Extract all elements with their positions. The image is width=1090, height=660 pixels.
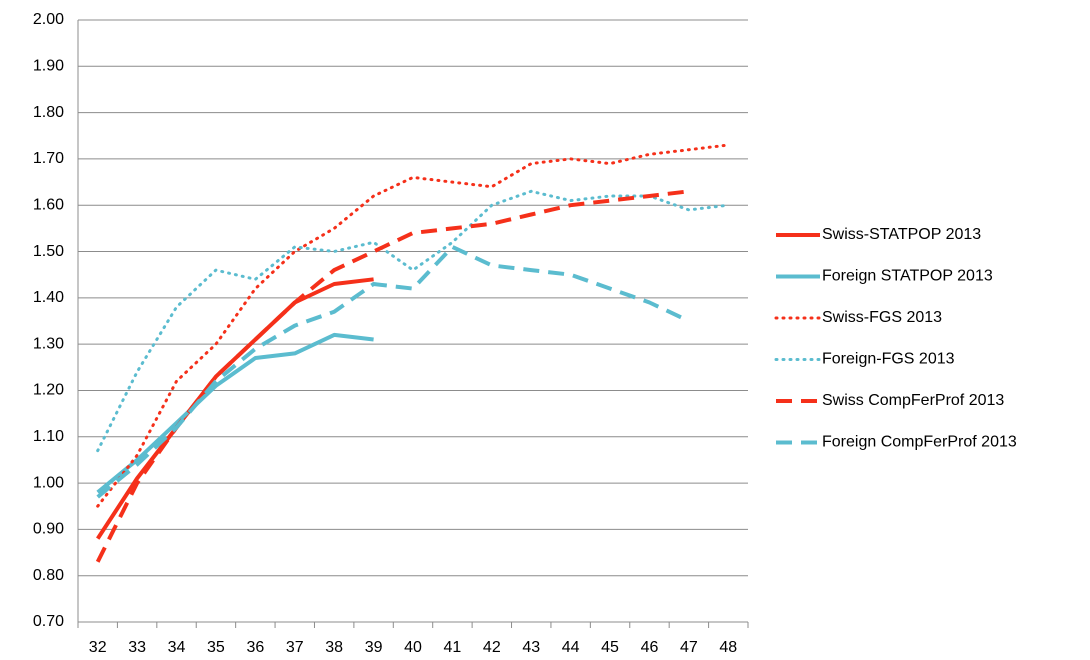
x-tick-label: 41: [444, 639, 462, 656]
legend-label: Swiss-STATPOP 2013: [822, 226, 981, 243]
y-tick-label: 1.00: [33, 474, 64, 491]
x-tick-label: 45: [601, 639, 619, 656]
y-tick-label: 0.70: [33, 613, 64, 630]
x-tick-label: 42: [483, 639, 501, 656]
x-tick-label: 32: [89, 639, 107, 656]
y-tick-label: 1.50: [33, 243, 64, 260]
series-line: [96, 244, 690, 499]
y-tick-label: 1.10: [33, 428, 64, 445]
series-line: [96, 143, 730, 508]
y-tick-label: 1.30: [33, 335, 64, 352]
y-tick-label: 1.20: [33, 382, 64, 399]
legend-label: Swiss-FGS 2013: [822, 309, 942, 326]
x-tick-label: 37: [286, 639, 304, 656]
x-tick-label: 35: [207, 639, 225, 656]
series-line: [96, 332, 374, 494]
y-tick-label: 0.80: [33, 567, 64, 584]
x-tick-label: 34: [168, 639, 186, 656]
y-tick-label: 1.40: [33, 289, 64, 306]
x-tick-label: 46: [641, 639, 659, 656]
series-line: [95, 189, 690, 563]
x-tick-label: 48: [719, 639, 737, 656]
y-tick-label: 1.80: [33, 104, 64, 121]
legend-label: Foreign-FGS 2013: [822, 351, 955, 368]
x-tick-label: 47: [680, 639, 698, 656]
x-tick-label: 43: [522, 639, 540, 656]
x-tick-label: 36: [246, 639, 264, 656]
legend-label: Foreign CompFerProf 2013: [822, 434, 1017, 451]
x-tick-label: 39: [365, 639, 383, 656]
x-tick-label: 44: [562, 639, 580, 656]
series-line: [96, 277, 374, 540]
legend-label: Swiss CompFerProf 2013: [822, 392, 1004, 409]
y-tick-label: 1.90: [33, 58, 64, 75]
y-tick-label: 2.00: [33, 11, 64, 28]
y-tick-label: 0.90: [33, 521, 64, 538]
y-tick-label: 1.60: [33, 196, 64, 213]
legend-label: Foreign STATPOP 2013: [822, 268, 993, 285]
x-tick-label: 33: [128, 639, 146, 656]
x-tick-label: 38: [325, 639, 343, 656]
x-tick-label: 40: [404, 639, 422, 656]
y-tick-label: 1.70: [33, 150, 64, 167]
